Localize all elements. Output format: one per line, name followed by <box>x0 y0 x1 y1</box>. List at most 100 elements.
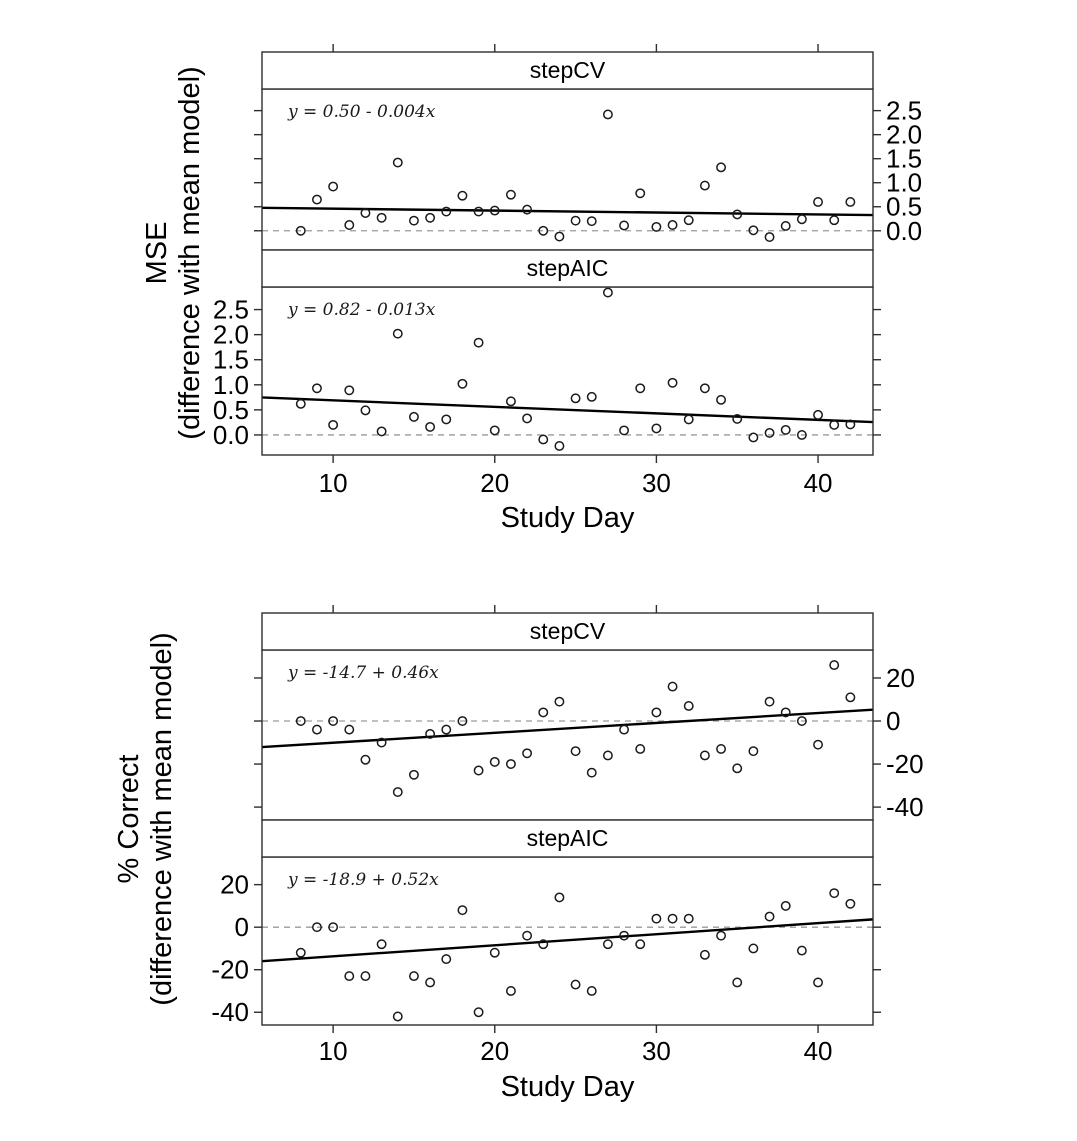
data-point <box>554 696 565 707</box>
data-point <box>360 971 371 982</box>
data-point <box>408 971 419 982</box>
data-point <box>376 939 387 950</box>
data-point <box>635 939 646 950</box>
data-point <box>554 231 565 242</box>
data-point <box>845 419 856 430</box>
data-point <box>764 427 775 438</box>
strip-box <box>261 819 874 858</box>
data-point <box>554 441 565 451</box>
data-point <box>716 744 727 754</box>
y-tick-label: 2.5 <box>886 96 922 126</box>
data-point <box>845 196 856 207</box>
data-point <box>360 208 371 218</box>
data-point <box>586 986 597 996</box>
data-point <box>780 707 791 718</box>
y-tick-label: -20 <box>886 749 924 779</box>
y-tick-label: -40 <box>886 792 924 822</box>
data-point <box>344 385 355 396</box>
data-point <box>829 215 840 226</box>
data-point <box>328 716 339 726</box>
data-point <box>312 922 322 933</box>
data-point <box>295 947 306 958</box>
y-axis-title-line1: % Correct <box>113 755 145 884</box>
data-point <box>441 414 452 425</box>
data-point <box>522 930 533 941</box>
data-point <box>312 194 322 205</box>
data-point <box>635 383 646 394</box>
data-point <box>570 746 581 757</box>
data-point <box>328 922 339 933</box>
data-point <box>764 696 775 707</box>
y-tick-label: -20 <box>211 955 249 985</box>
data-point <box>716 162 727 173</box>
data-point <box>813 739 823 750</box>
y-tick-label: 0 <box>886 706 900 736</box>
data-point <box>829 419 840 430</box>
data-point <box>780 424 791 435</box>
data-point <box>505 396 516 407</box>
regression-line <box>261 396 874 424</box>
data-point <box>505 759 516 770</box>
data-point <box>586 391 597 402</box>
data-point <box>602 109 613 120</box>
strip-box <box>261 249 874 288</box>
data-point <box>651 707 662 718</box>
strip-label: stepAIC <box>527 825 609 851</box>
data-point <box>845 898 856 909</box>
y-tick-label: 20 <box>886 663 915 693</box>
data-point <box>392 328 403 339</box>
y-tick-label: 0 <box>235 912 249 942</box>
x-tick-label: 40 <box>804 1036 833 1066</box>
data-point <box>328 419 339 430</box>
data-point <box>796 214 807 225</box>
panel-stepcv-pct-correct: stepCV 20 0 -20 -40 y = -14.7 + 0.46x <box>254 612 924 822</box>
y-axis-title-line1: MSE <box>141 222 173 285</box>
x-axis-title: Study Day <box>501 1071 635 1103</box>
y-tick-label: 0.5 <box>213 395 249 425</box>
data-point <box>586 216 597 227</box>
data-point <box>699 383 710 394</box>
data-point <box>780 221 791 231</box>
data-point <box>586 767 597 778</box>
y-tick-label: 1.0 <box>213 370 249 400</box>
data-point <box>554 892 565 903</box>
data-point <box>295 398 306 409</box>
data-point <box>457 905 468 916</box>
y-tick-label: 20 <box>220 870 249 900</box>
data-point <box>780 900 791 911</box>
data-point <box>489 756 500 767</box>
data-point <box>522 748 533 759</box>
strip-label: stepCV <box>530 618 606 644</box>
data-point <box>538 225 549 236</box>
data-point <box>619 930 630 941</box>
data-point <box>602 939 613 950</box>
data-point <box>408 769 419 780</box>
regression-equation: y = 0.50 - 0.004x <box>287 102 436 122</box>
regression-line <box>261 708 874 749</box>
data-point <box>522 204 533 215</box>
data-point <box>425 728 436 739</box>
data-point <box>748 943 759 954</box>
data-point <box>796 716 807 726</box>
data-point <box>344 971 355 982</box>
y-tick-label: 1.5 <box>886 144 922 174</box>
x-tick-label: 10 <box>319 1036 348 1066</box>
data-point <box>813 409 823 420</box>
data-point <box>295 716 306 726</box>
data-point <box>392 787 403 797</box>
data-point <box>312 383 322 394</box>
data-point <box>425 212 436 223</box>
data-point <box>392 157 403 168</box>
data-point <box>344 724 355 735</box>
data-point <box>473 206 484 217</box>
data-point <box>813 196 823 207</box>
data-point <box>489 205 500 216</box>
data-point <box>344 220 355 230</box>
data-point <box>489 425 500 436</box>
data-point <box>813 977 823 988</box>
strip-label: stepCV <box>530 57 606 83</box>
data-point <box>667 913 678 924</box>
y-axis-title-line2: (difference with mean model) <box>146 632 178 1005</box>
